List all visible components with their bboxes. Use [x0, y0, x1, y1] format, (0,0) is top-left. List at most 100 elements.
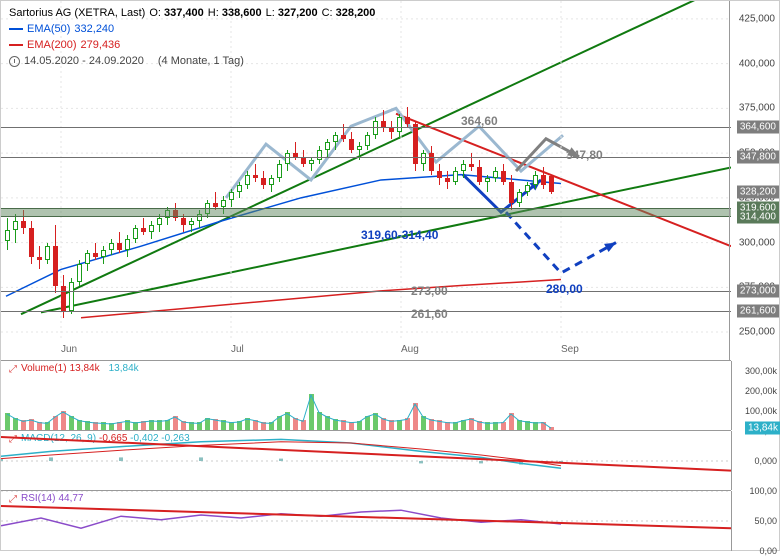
volume-bar [309, 394, 314, 430]
volume-bar [261, 422, 266, 430]
ohlc-open: O: 337,400 [149, 5, 203, 21]
macd-panel[interactable]: MACD(12, 26, 9) -0,665 -0,402 -0,263 0,0… [1, 431, 731, 491]
ema200-legend-icon [9, 40, 23, 50]
y-tick: 300,000 [739, 237, 775, 248]
expand-icon[interactable] [9, 434, 18, 443]
chart-annotation: 364,60 [461, 114, 498, 128]
volume-bar [157, 420, 162, 430]
horizontal-line [1, 311, 731, 312]
volume-bar [125, 420, 130, 430]
volume-bar [165, 420, 170, 430]
volume-bar [509, 413, 514, 430]
rsi-label: RSI(14) 44,77 [9, 493, 83, 504]
volume-bar [101, 422, 106, 430]
y-tick: 425,000 [739, 13, 775, 24]
volume-bar [269, 422, 274, 430]
ohlc-high: H: 338,600 [208, 5, 262, 21]
y-tick: 250,000 [739, 327, 775, 338]
rsi-panel[interactable]: RSI(14) 44,77 100,0050,000,00 [1, 491, 731, 551]
expand-icon[interactable] [9, 364, 18, 373]
price-marker: 261,600 [737, 305, 779, 318]
clock-icon [9, 56, 20, 67]
volume-bar [429, 419, 434, 430]
volume-bar [517, 420, 522, 430]
volume-bar [61, 411, 66, 430]
x-tick: Aug [401, 344, 419, 355]
volume-bar [493, 422, 498, 430]
volume-bar [285, 412, 290, 430]
volume-indicator-name: Volume(1) [21, 363, 67, 374]
support-zone [1, 208, 731, 217]
chart-annotation: 261,60 [411, 307, 448, 321]
vol-ytick: 200,00k [745, 386, 777, 396]
rsi-value: 44,77 [58, 493, 83, 504]
volume-bar [253, 420, 258, 430]
volume-bar [21, 420, 26, 430]
volume-bar [501, 422, 506, 430]
volume-bar [405, 418, 410, 430]
volume-bar [477, 421, 482, 430]
y-tick: 400,000 [739, 58, 775, 69]
horizontal-line [1, 157, 731, 158]
price-marker: 314,400 [737, 210, 779, 223]
rsi-ytick: 0,00 [759, 546, 777, 556]
volume-bar [221, 420, 226, 430]
macd-values: -0,665 -0,402 -0,263 [99, 433, 190, 444]
ema50-legend-icon [9, 24, 23, 34]
macd-y-axis: 0,000 [731, 431, 780, 490]
ema50-label: EMA(50) [27, 21, 70, 37]
instrument-title: Sartorius AG (XETRA, Last) [9, 5, 145, 21]
volume-bar [317, 412, 322, 430]
price-y-axis: 425,000400,000375,000350,000325,000300,0… [729, 1, 779, 361]
volume-bar [389, 420, 394, 430]
volume-bar [45, 422, 50, 430]
volume-bar [173, 416, 178, 430]
rsi-overlay [1, 491, 731, 551]
x-tick: Sep [561, 344, 579, 355]
volume-bar [541, 422, 546, 430]
volume-bar [213, 419, 218, 430]
date-range: 14.05.2020 - 24.09.2020 [24, 53, 144, 69]
volume-bar [109, 423, 114, 430]
volume-bar [117, 422, 122, 430]
ema200-label: EMA(200) [27, 37, 77, 53]
volume-bar [437, 420, 442, 430]
price-panel[interactable]: 364,60347,80319,60-314,40280,00273,00261… [1, 1, 731, 361]
volume-bar [149, 420, 154, 430]
price-marker: 347,800 [737, 151, 779, 164]
rsi-ytick: 100,00 [749, 486, 777, 496]
price-marker: 328,200 [737, 186, 779, 199]
volume-bar [445, 422, 450, 430]
volume-panel[interactable]: Volume(1) 13,84k 13,84k 300,00k200,00k10… [1, 361, 731, 431]
volume-bar [461, 420, 466, 430]
y-tick: 375,000 [739, 103, 775, 114]
horizontal-line [1, 127, 731, 128]
x-tick: Jun [61, 344, 77, 355]
expand-icon[interactable] [9, 494, 18, 503]
volume-bar [133, 422, 138, 430]
chart-annotation: 273,00 [411, 284, 448, 298]
volume-bar [29, 419, 34, 430]
volume-bar [181, 421, 186, 430]
volume-bar [77, 420, 82, 430]
stock-chart-container: 364,60347,80319,60-314,40280,00273,00261… [0, 0, 780, 551]
chart-annotation: 280,00 [546, 282, 583, 296]
volume-bar [421, 416, 426, 430]
volume-bar [365, 416, 370, 430]
volume-bar [533, 422, 538, 430]
volume-bar [85, 421, 90, 430]
volume-bar [381, 418, 386, 430]
ema200-value: 279,436 [81, 37, 121, 53]
volume-bar [229, 422, 234, 430]
volume-bar [205, 418, 210, 430]
horizontal-line [1, 291, 731, 292]
rsi-ytick: 50,00 [754, 516, 777, 526]
volume-bar [397, 420, 402, 430]
volume-bar [37, 422, 42, 430]
ohlc-low: L: 327,200 [266, 5, 318, 21]
volume-bar [197, 422, 202, 430]
volume-bar [373, 413, 378, 430]
x-axis: JunJulAugSep [1, 341, 731, 361]
volume-bar [333, 419, 338, 430]
price-marker: 364,600 [737, 120, 779, 133]
